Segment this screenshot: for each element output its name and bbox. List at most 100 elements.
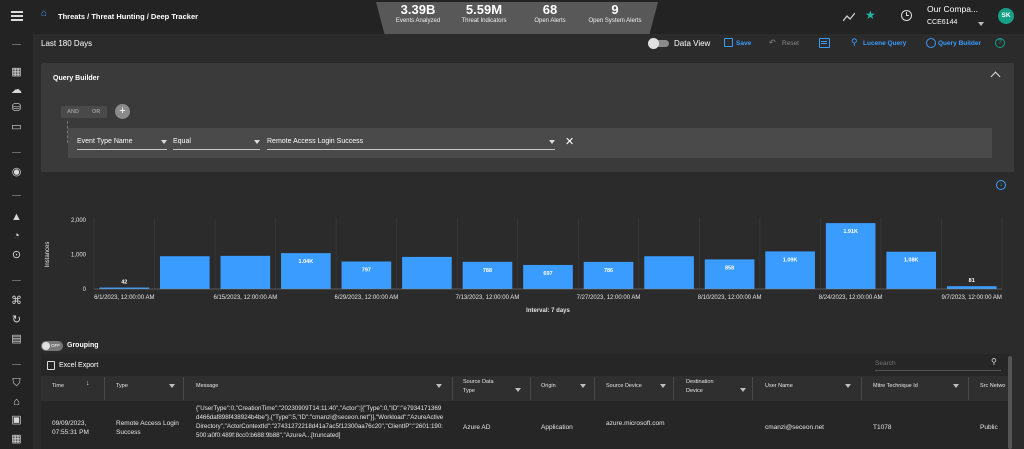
field-select[interactable]: Event Type Name [77,138,167,150]
cell-origin: Application [541,424,573,431]
report-icon[interactable]: ▤ [11,333,22,345]
stats-panel [376,2,658,34]
or-button[interactable]: OR [92,109,101,115]
col-header-mitre-technique-id[interactable]: Mitre Technique Id [873,383,918,389]
bar [341,261,392,289]
bank-icon[interactable]: ⌂ [13,396,20,408]
source-device-filter-icon[interactable] [660,384,666,388]
mitre-filter-icon[interactable] [953,384,959,388]
type-filter-icon[interactable] [169,384,175,388]
x-tick-label: 8/10/2023, 12:00:00 AM [698,295,762,301]
y-tick-label: 0 [83,287,87,293]
stat-events-analyzed: 3.39B Events Analyzed [395,2,441,25]
query-builder-icon[interactable] [926,38,936,48]
bar-data-label: 1.04K [299,259,314,265]
bar [402,256,452,289]
grouping-toggle[interactable]: OFF [41,341,63,351]
search-icon[interactable]: ⚲ [991,357,997,366]
save-button[interactable]: Save [736,40,752,47]
col-header-user-name[interactable]: User Name [765,383,793,389]
table-view-icon[interactable] [819,38,830,48]
save-icon[interactable] [724,38,733,47]
home-icon[interactable]: ⌂ [41,8,48,19]
chart-download-icon[interactable]: ↓ [996,180,1006,190]
clock-icon[interactable] [901,10,912,21]
lucene-search-icon[interactable]: ⚲ [851,37,858,47]
warning-icon[interactable]: ▲ [11,211,22,223]
bar-data-label: 81 [969,278,975,284]
collapse-icon[interactable] [990,71,1001,82]
sort-desc-icon[interactable]: ↓ [86,380,90,387]
network-icon[interactable]: ⌘ [11,295,22,307]
x-tick-label: 6/1/2023, 12:00:00 AM [94,295,154,301]
database-icon[interactable]: ⛁ [11,102,22,114]
source-data-type-filter-icon[interactable] [515,388,521,392]
help-icon[interactable]: ? [995,38,1005,48]
grouping-toggle-state: OFF [51,343,60,348]
message-filter-icon[interactable] [436,384,442,388]
add-rule-button[interactable]: + [115,104,130,119]
x-tick-label: 9/7/2023, 12:00:00 AM [942,295,1002,301]
server-icon[interactable]: ▣ [11,414,22,426]
laptop-icon[interactable]: ▭ [11,121,22,133]
y-tick-label: 2,000 [71,218,87,224]
events-table [41,354,1009,449]
col-header-destination-device[interactable]: Destination Device [686,379,714,394]
avatar[interactable]: SK [998,8,1014,24]
company-name[interactable]: Our Compa... [927,4,979,14]
data-view-toggle[interactable] [648,38,669,49]
cell-source-device: azure.microsoft.com [606,420,665,427]
and-button[interactable]: AND [67,109,79,115]
breadcrumb[interactable]: Threats / Threat Hunting / Deep Tracker [58,12,199,21]
y-tick-label: 1,000 [71,253,87,259]
destination-device-filter-icon[interactable] [740,388,746,392]
bar-data-label: 1.09K [783,257,798,263]
bar-data-label: 697 [543,271,552,277]
reset-button[interactable]: Reset [782,40,799,47]
eye-icon[interactable]: ◉ [11,166,22,178]
operator-select[interactable]: Equal [173,138,260,150]
col-header-message[interactable]: Message [196,383,219,389]
query-builder-button[interactable]: Query Builder [938,40,981,47]
value-select[interactable]: Remote Access Login Success [267,138,555,150]
user-name-filter-icon[interactable] [845,384,851,388]
col-header-origin[interactable]: Origin [541,383,556,389]
dashboard-icon[interactable]: ▦ [11,66,22,78]
bar-data-label: 786 [604,268,613,274]
cell-time: 09/09/2023, 07:55:31 PM [52,420,89,436]
col-header-time[interactable]: Time [52,383,65,389]
col-header-src-network[interactable]: Src Netwo [980,383,1006,389]
origin-filter-icon[interactable] [580,384,586,388]
sync-icon[interactable]: ↻ [11,314,22,326]
table-search-input[interactable] [875,356,1001,371]
x-tick-label: 6/15/2023, 12:00:00 AM [213,295,277,301]
shield-icon[interactable]: ⛉ [12,377,21,389]
cell-mitre: T1078 [873,424,892,431]
col-header-source-device[interactable]: Source Device [606,383,642,389]
cell-message: {"UserType":0,"CreationTime":"20230909T1… [196,405,444,439]
lucene-query-button[interactable]: Lucene Query [863,40,907,47]
cloud-icon[interactable]: ☁ [11,84,22,96]
menu-icon[interactable] [11,11,23,21]
date-range[interactable]: Last 180 Days [41,39,93,48]
x-tick-label: 7/13/2023, 12:00:00 AM [456,295,520,301]
y-axis-label: Instances [45,242,51,268]
trend-icon[interactable] [843,12,855,22]
bar-data-label: 797 [362,268,371,274]
excel-export-button[interactable]: Excel Export [59,362,99,369]
remove-rule-icon[interactable]: ✕ [565,136,575,148]
grid-icon[interactable]: ▦ [11,433,22,445]
table-scrollbar[interactable] [1008,356,1012,449]
col-header-type[interactable]: Type [116,383,128,389]
cell-src-network: Public [980,424,998,431]
star-icon[interactable]: ★ [865,8,876,22]
query-builder-title: Query Builder [53,75,100,82]
reset-icon[interactable]: ↶ [769,38,776,47]
target-icon[interactable]: ⊙ [11,249,22,261]
grouping-label: Grouping [67,342,99,349]
col-header-source-data-type[interactable]: Source Data Type [463,379,494,394]
radar-icon[interactable]: ◔ [13,230,20,242]
tenant-id[interactable]: CCE6144 [927,19,958,26]
tenant-dropdown-icon[interactable] [978,22,984,26]
excel-icon[interactable] [47,361,55,370]
